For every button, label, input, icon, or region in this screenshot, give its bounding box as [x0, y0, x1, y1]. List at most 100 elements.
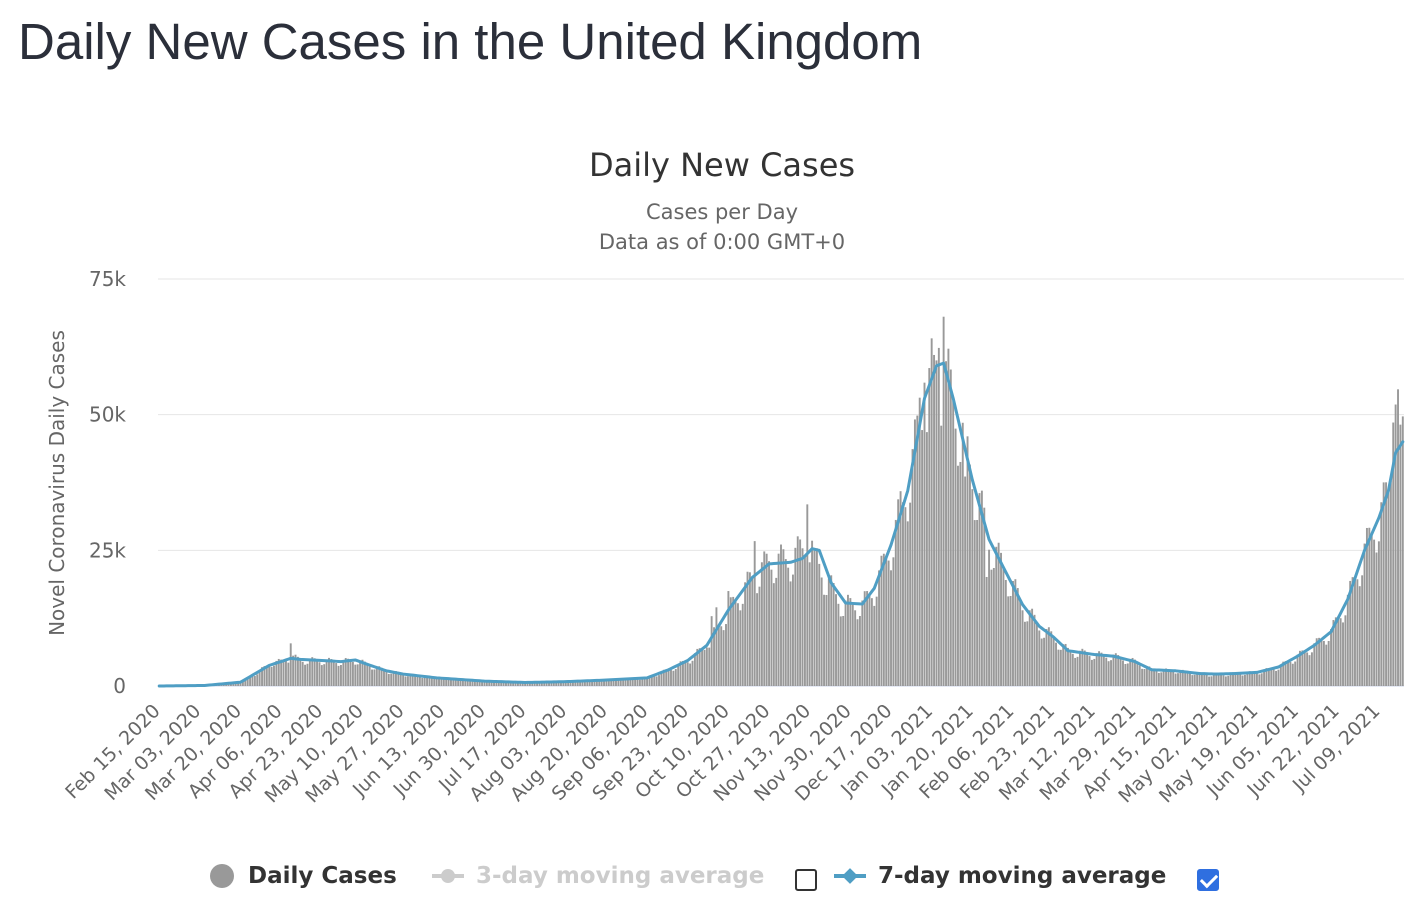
daily-case-bar [1122, 660, 1124, 686]
daily-case-bar [942, 316, 945, 686]
daily-case-bar [1310, 652, 1313, 686]
daily-case-bar [650, 676, 653, 686]
daily-case-bar [1320, 639, 1323, 686]
daily-case-bar [385, 671, 388, 686]
daily-case-bar [1157, 672, 1160, 686]
daily-case-bar [1227, 675, 1230, 686]
daily-case-bar [1186, 672, 1189, 686]
daily-case-bar [265, 665, 268, 686]
daily-case-bar [992, 567, 995, 686]
daily-case-bar [418, 676, 421, 686]
daily-case-bar [961, 422, 964, 686]
daily-case-bar [1303, 651, 1306, 686]
daily-case-bar [842, 615, 845, 686]
daily-case-bar [823, 594, 826, 686]
daily-case-bar [1241, 675, 1244, 686]
daily-case-bar [363, 661, 366, 686]
daily-case-bar [373, 669, 376, 686]
daily-case-bar [435, 678, 438, 686]
daily-case-bar [476, 680, 479, 686]
daily-case-bar [548, 681, 550, 686]
daily-case-bar [454, 680, 457, 686]
daily-case-bar [1327, 640, 1330, 686]
daily-case-bar [1370, 534, 1373, 686]
daily-case-bar [366, 664, 369, 686]
daily-case-bar [368, 666, 371, 686]
daily-case-bar [765, 553, 768, 686]
daily-case-bar [1040, 638, 1043, 686]
daily-case-bar [1177, 673, 1179, 686]
daily-case-bar [868, 594, 871, 686]
ma3-symbol-icon [432, 869, 464, 883]
daily-case-bar [923, 382, 926, 686]
daily-case-bar [875, 596, 878, 686]
daily-case-bar [258, 670, 261, 686]
daily-case-bar [232, 683, 235, 686]
daily-case-bar [1148, 666, 1151, 686]
daily-case-bar [1196, 672, 1199, 686]
daily-case-bar [1315, 638, 1318, 686]
daily-case-bar [880, 555, 883, 686]
daily-case-bar [505, 682, 507, 686]
daily-case-bar [976, 519, 979, 686]
daily-case-bar [799, 539, 802, 686]
daily-case-bar [1143, 668, 1146, 686]
daily-case-bar [971, 489, 974, 686]
chart-subtitle-1: Cases per Day [646, 200, 798, 224]
daily-case-bar [1232, 672, 1234, 686]
daily-case-bar [598, 679, 601, 686]
daily-case-bar [438, 679, 440, 686]
daily-case-bar [1153, 669, 1156, 686]
daily-case-bar [835, 594, 837, 686]
daily-case-bar [371, 669, 374, 686]
daily-case-bar [282, 660, 285, 686]
daily-case-bar [380, 667, 383, 686]
legend-ma3[interactable]: 3-day moving average [432, 858, 764, 894]
daily-case-bar [784, 559, 787, 686]
daily-case-bar [1392, 422, 1395, 686]
daily-case-bar [863, 591, 866, 686]
daily-case-bar [605, 681, 608, 686]
daily-case-bar [509, 681, 512, 686]
daily-case-bar [543, 681, 546, 686]
y-axis-label: Novel Coronavirus Daily Cases [45, 330, 69, 636]
daily-case-bar [1287, 661, 1289, 686]
daily-case-bar [1064, 643, 1067, 686]
ma3-checkbox[interactable] [795, 869, 817, 891]
daily-case-bar [600, 680, 603, 686]
chart-text: Daily New Cases Cases per Day Data as of… [45, 146, 855, 636]
daily-case-bar [839, 616, 842, 686]
daily-case-bar [768, 561, 770, 686]
daily-case-bar [899, 491, 902, 686]
daily-case-bar [1334, 617, 1337, 686]
daily-case-bar [533, 682, 536, 686]
daily-case-bar [1165, 668, 1167, 686]
daily-case-bar [1169, 670, 1172, 686]
daily-case-bar [564, 681, 567, 686]
daily-case-bar [792, 574, 794, 686]
daily-case-bar [665, 669, 668, 686]
daily-case-bar [1028, 610, 1031, 686]
legend-ma7[interactable]: 7-day moving average [834, 858, 1166, 894]
daily-case-bar [851, 604, 854, 686]
daily-case-bar [1016, 588, 1019, 686]
daily-case-bar [1102, 655, 1105, 686]
daily-case-bar [693, 653, 696, 686]
daily-case-bar [1361, 575, 1364, 686]
daily-case-bar [741, 603, 744, 686]
daily-case-bar [275, 660, 278, 686]
daily-case-bar [1284, 661, 1287, 686]
daily-case-bar [615, 679, 617, 686]
ma7-checkbox[interactable] [1197, 869, 1219, 891]
daily-case-bar [1193, 674, 1196, 686]
daily-case-bar [241, 680, 244, 686]
daily-case-bar [1351, 577, 1354, 686]
daily-case-bar [803, 556, 806, 686]
daily-case-bar [244, 678, 247, 686]
daily-case-bar [607, 680, 610, 686]
daily-case-bar [1375, 552, 1378, 686]
legend-daily-cases[interactable]: Daily Cases [210, 858, 397, 894]
daily-case-bar [937, 347, 940, 686]
daily-case-bar [902, 502, 904, 686]
daily-case-bar [330, 659, 333, 686]
